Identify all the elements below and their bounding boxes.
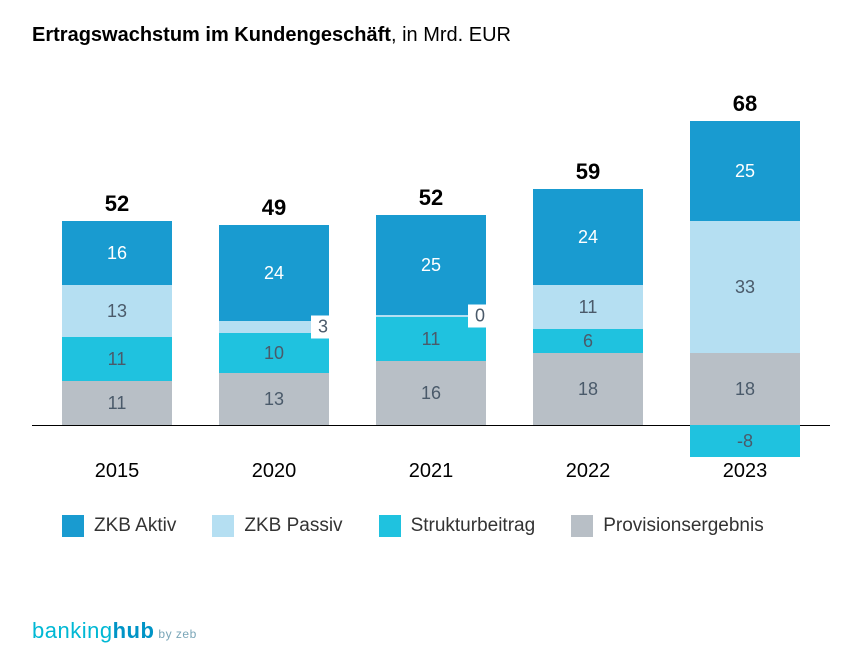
segment-provisionsergebnis: 18 (690, 353, 800, 425)
bar-2023: 253318-8 68 2023 (690, 75, 800, 495)
chart: 1613111152201524310134920202501116522021… (32, 75, 830, 537)
segment-strukturbeitrag: -8 (690, 425, 800, 457)
chart-title-strong: Ertragswachstum im Kundengeschäft (32, 24, 391, 46)
bar-total: 59 (533, 159, 643, 185)
legend-swatch (212, 515, 234, 537)
segment-label: 0 (468, 305, 492, 328)
legend-item-zkb_aktiv: ZKB Aktiv (62, 515, 176, 537)
segment-strukturbeitrag: 10 (219, 333, 329, 373)
segment-provisionsergebnis: 11 (62, 381, 172, 425)
segment-strukturbeitrag: 11 (62, 337, 172, 381)
segment-label: 3 (311, 316, 335, 339)
bar-total: 49 (219, 195, 329, 221)
legend-swatch (571, 515, 593, 537)
bar-total: 52 (62, 191, 172, 217)
x-axis-label: 2021 (376, 460, 486, 483)
legend-label: Strukturbeitrag (411, 515, 536, 537)
segment-provisionsergebnis: 18 (533, 353, 643, 425)
bar-2015: 16131111522015 (62, 75, 172, 495)
segment-provisionsergebnis: 16 (376, 361, 486, 425)
legend-item-provisionsergebnis: Provisionsergebnis (571, 515, 764, 537)
logo-byline: by zeb (158, 627, 196, 641)
bars-container: 1613111152201524310134920202501116522021… (32, 75, 830, 495)
bar-2021: 2501116522021 (376, 75, 486, 495)
plot-area: 1613111152201524310134920202501116522021… (32, 75, 830, 495)
logo-part2: hub (113, 618, 155, 643)
segment-zkb_aktiv: 24 (219, 225, 329, 321)
bar-2022: 2411618 59 2022 (533, 75, 643, 495)
chart-title-rest: , in Mrd. EUR (391, 24, 511, 46)
segment-zkb_passiv: 11 (533, 285, 643, 329)
x-axis-label: 2023 (690, 460, 800, 483)
segment-zkb_aktiv: 24 (533, 189, 643, 285)
legend-swatch (379, 515, 401, 537)
segment-provisionsergebnis: 13 (219, 373, 329, 425)
segment-zkb_passiv: 3 (219, 321, 329, 333)
legend-swatch (62, 515, 84, 537)
bar-total: 68 (690, 91, 800, 117)
logo-part1: banking (32, 618, 113, 643)
legend-item-strukturbeitrag: Strukturbeitrag (379, 515, 536, 537)
segment-strukturbeitrag: 6 (533, 329, 643, 353)
bar-total: 52 (376, 185, 486, 211)
legend-item-zkb_passiv: ZKB Passiv (212, 515, 342, 537)
x-axis-label: 2022 (533, 460, 643, 483)
chart-title: Ertragswachstum im Kundengeschäft, in Mr… (32, 24, 830, 47)
x-axis-label: 2020 (219, 460, 329, 483)
legend-label: ZKB Aktiv (94, 515, 176, 537)
x-axis-label: 2015 (62, 460, 172, 483)
legend: ZKB Aktiv ZKB Passiv Strukturbeitrag Provis… (32, 515, 830, 537)
segment-zkb_aktiv: 25 (690, 121, 800, 221)
legend-label: Provisionsergebnis (603, 515, 764, 537)
bar-2020: 2431013 49 2020 (219, 75, 329, 495)
segment-zkb_aktiv: 16 (62, 221, 172, 285)
segment-zkb_aktiv: 25 (376, 215, 486, 315)
brand-logo: bankinghubby zeb (32, 618, 197, 644)
legend-label: ZKB Passiv (244, 515, 342, 537)
segment-zkb_passiv: 13 (62, 285, 172, 337)
segment-zkb_passiv: 33 (690, 221, 800, 353)
segment-zkb_passiv: 0 (376, 315, 486, 317)
